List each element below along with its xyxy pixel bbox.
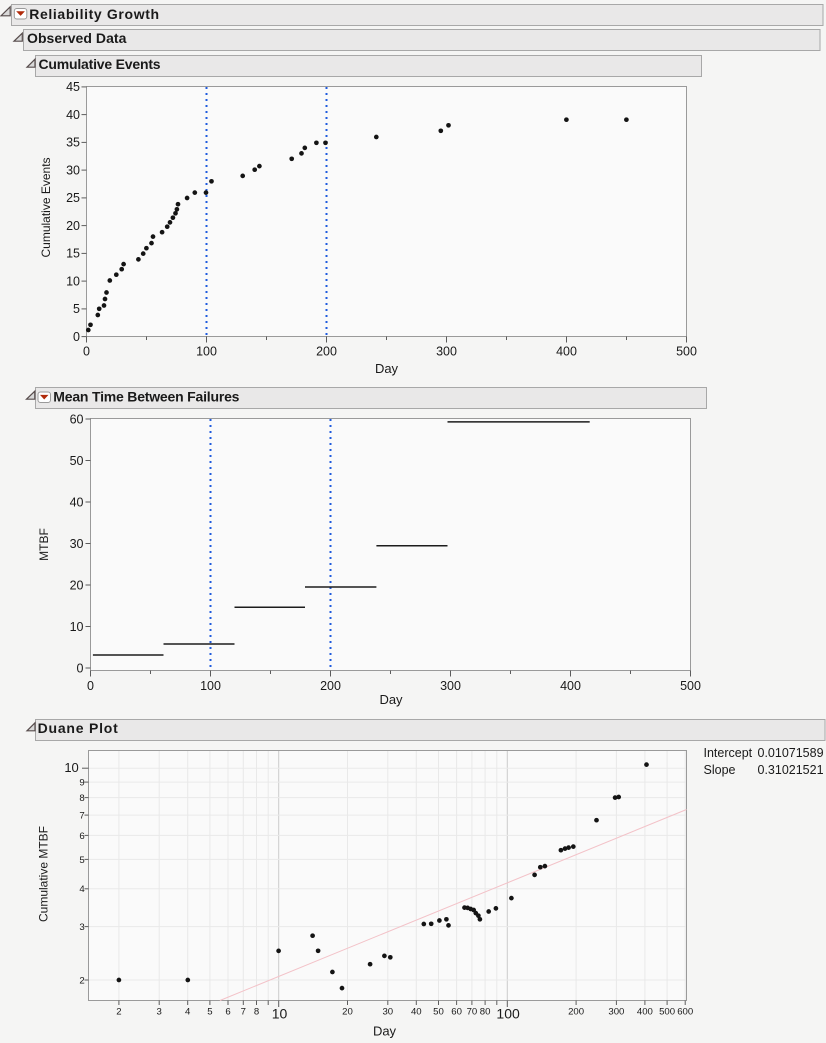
svg-text:10: 10 xyxy=(272,1006,288,1022)
svg-text:100: 100 xyxy=(200,679,221,693)
svg-text:Cumulative Events: Cumulative Events xyxy=(39,56,161,72)
svg-text:5: 5 xyxy=(207,1006,212,1017)
svg-text:9: 9 xyxy=(79,778,84,789)
svg-text:30: 30 xyxy=(382,1006,393,1017)
svg-text:300: 300 xyxy=(436,345,457,359)
svg-text:20: 20 xyxy=(66,219,80,233)
svg-text:50: 50 xyxy=(70,454,84,468)
svg-text:3: 3 xyxy=(79,922,84,933)
svg-text:Slope: Slope xyxy=(704,763,736,777)
svg-text:Cumulative MTBF: Cumulative MTBF xyxy=(37,826,51,922)
svg-text:2: 2 xyxy=(116,1006,121,1017)
svg-text:300: 300 xyxy=(440,679,461,693)
svg-text:7: 7 xyxy=(79,811,84,822)
svg-text:15: 15 xyxy=(66,247,80,261)
svg-text:100: 100 xyxy=(196,345,217,359)
svg-text:6: 6 xyxy=(79,831,84,842)
svg-text:30: 30 xyxy=(66,163,80,177)
svg-text:Reliability Growth: Reliability Growth xyxy=(29,6,160,22)
svg-text:500: 500 xyxy=(680,679,701,693)
svg-text:500: 500 xyxy=(659,1006,675,1017)
svg-text:40: 40 xyxy=(70,495,84,509)
svg-text:5: 5 xyxy=(73,302,80,316)
svg-text:400: 400 xyxy=(560,679,581,693)
svg-text:4: 4 xyxy=(79,884,85,895)
svg-text:0.01071589: 0.01071589 xyxy=(758,746,824,760)
svg-text:0: 0 xyxy=(83,345,90,359)
svg-text:200: 200 xyxy=(316,345,337,359)
svg-text:Cumulative Events: Cumulative Events xyxy=(39,157,53,257)
svg-text:40: 40 xyxy=(411,1006,422,1017)
svg-text:0: 0 xyxy=(73,330,80,344)
svg-text:Day: Day xyxy=(373,1023,397,1038)
svg-text:50: 50 xyxy=(433,1006,444,1017)
svg-text:30: 30 xyxy=(70,537,84,551)
svg-text:70: 70 xyxy=(467,1006,478,1017)
svg-text:200: 200 xyxy=(568,1006,584,1017)
svg-text:45: 45 xyxy=(66,80,80,94)
svg-text:8: 8 xyxy=(254,1006,259,1017)
svg-text:10: 10 xyxy=(64,760,78,775)
svg-text:60: 60 xyxy=(451,1006,462,1017)
svg-text:6: 6 xyxy=(225,1006,230,1017)
svg-text:20: 20 xyxy=(70,578,84,592)
svg-text:Day: Day xyxy=(375,361,399,376)
svg-text:25: 25 xyxy=(66,191,80,205)
svg-text:40: 40 xyxy=(66,108,80,122)
svg-text:500: 500 xyxy=(676,345,697,359)
svg-text:35: 35 xyxy=(66,136,80,150)
svg-text:10: 10 xyxy=(70,620,84,634)
svg-text:4: 4 xyxy=(185,1006,191,1017)
svg-text:80: 80 xyxy=(480,1006,491,1017)
svg-text:400: 400 xyxy=(637,1006,653,1017)
svg-text:8: 8 xyxy=(79,793,84,804)
svg-text:Mean Time Between Failures: Mean Time Between Failures xyxy=(53,388,239,404)
svg-text:20: 20 xyxy=(342,1006,353,1017)
svg-text:100: 100 xyxy=(496,1006,520,1022)
svg-text:Intercept: Intercept xyxy=(704,746,753,760)
svg-text:300: 300 xyxy=(608,1006,624,1017)
svg-text:10: 10 xyxy=(66,274,80,288)
svg-text:5: 5 xyxy=(79,855,84,866)
svg-text:60: 60 xyxy=(70,412,84,426)
svg-text:7: 7 xyxy=(241,1006,246,1017)
svg-text:2: 2 xyxy=(79,975,84,986)
svg-text:MTBF: MTBF xyxy=(37,528,51,561)
svg-text:0.31021521: 0.31021521 xyxy=(758,763,824,777)
svg-text:Day: Day xyxy=(379,692,403,707)
svg-text:3: 3 xyxy=(157,1006,162,1017)
svg-text:600: 600 xyxy=(677,1006,693,1017)
svg-text:400: 400 xyxy=(556,345,577,359)
svg-text:Observed Data: Observed Data xyxy=(27,30,127,46)
svg-text:0: 0 xyxy=(77,661,84,675)
svg-text:Duane Plot: Duane Plot xyxy=(38,720,119,736)
svg-text:0: 0 xyxy=(87,679,94,693)
svg-text:200: 200 xyxy=(320,679,341,693)
